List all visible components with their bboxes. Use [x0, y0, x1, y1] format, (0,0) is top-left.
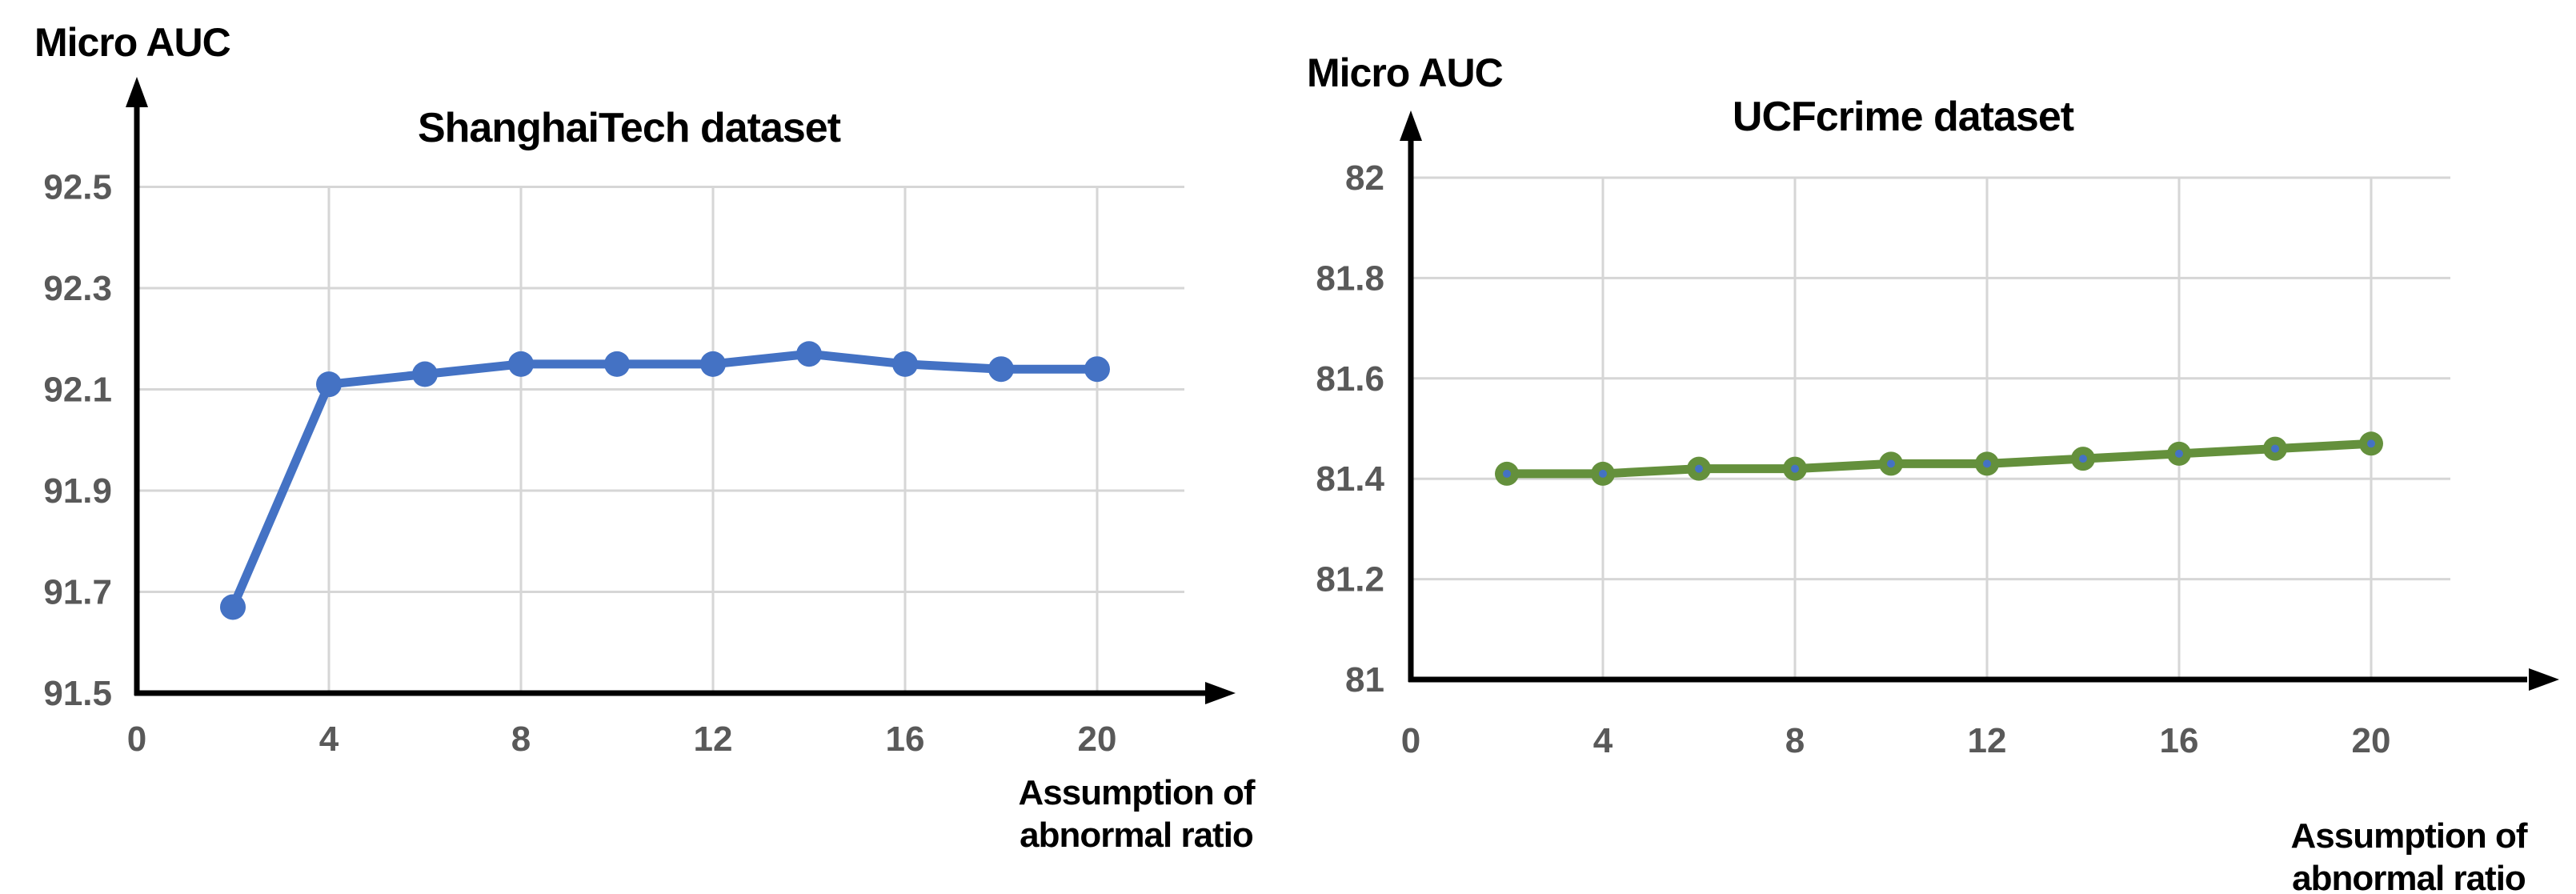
left-x-tick-label: 20 [1078, 720, 1117, 759]
left-series-line [228, 349, 1102, 611]
right-data-point-marker-center [1599, 469, 1607, 478]
right-data-point-marker-center [2271, 444, 2279, 453]
left-data-point-marker [316, 371, 342, 398]
right-x-tick-label: 4 [1593, 721, 1613, 760]
left-y-tick-label: 91.7 [43, 573, 112, 612]
right-x-axis-arrow-icon [2529, 668, 2559, 691]
left-x-axis-arrow-icon [1205, 682, 1236, 704]
left-y-axis-title: Micro AUC [34, 20, 231, 65]
right-data-point-marker-center [2175, 449, 2183, 458]
right-y-tick-label: 81.6 [1316, 359, 1384, 399]
left-data-point-marker [988, 356, 1014, 383]
right-data-point-marker-center [1695, 464, 1703, 473]
right-data-point-marker-center [1983, 459, 1991, 468]
right-y-tick-label: 81.4 [1316, 459, 1384, 499]
left-data-point-marker [1084, 356, 1110, 383]
right-x-axis-label-line2: abnormal ratio [2292, 859, 2526, 894]
right-x-axis-label-line1: Assumption of [2290, 816, 2528, 856]
right-data-point-marker-center [2079, 455, 2087, 463]
left-x-tick-label: 4 [319, 720, 339, 759]
right-x-tick-label: 0 [1401, 721, 1420, 760]
left-chart-title: ShanghaiTech dataset [417, 105, 841, 151]
left-x-tick-label: 0 [127, 720, 146, 759]
left-y-tick-label: 92.3 [43, 269, 112, 308]
right-data-point-marker-center [2367, 439, 2375, 448]
left-data-point-marker [412, 361, 438, 387]
left-x-tick-label: 12 [694, 720, 733, 759]
left-y-tick-label: 91.9 [43, 471, 112, 511]
right-x-tick-label: 16 [2160, 721, 2199, 760]
left-x-tick-label: 16 [886, 720, 925, 759]
right-y-axis-arrow-icon [1400, 110, 1422, 141]
left-data-point-marker [508, 351, 534, 377]
left-x-tick-label: 8 [511, 720, 531, 759]
right-y-tick-label: 81.8 [1316, 259, 1384, 298]
left-x-axis-label-line2: abnormal ratio [1020, 816, 1254, 855]
left-data-point-marker [220, 594, 246, 620]
right-chart-title: UCFcrime dataset [1732, 94, 2074, 140]
right-y-tick-label: 82 [1345, 158, 1384, 198]
right-x-axis-label: Assumption of abnormal ratio [2290, 815, 2528, 894]
right-x-tick-label: 8 [1785, 721, 1805, 760]
right-x-tick-label: 12 [1968, 721, 2007, 760]
left-data-point-marker [604, 351, 630, 377]
left-data-point-marker [796, 341, 822, 367]
right-y-tick-label: 81.2 [1316, 560, 1384, 599]
right-data-point-marker-center [1887, 459, 1895, 468]
left-y-axis-arrow-icon [126, 77, 148, 107]
right-data-point-marker-center [1503, 469, 1511, 478]
left-y-tick-label: 92.1 [43, 371, 112, 410]
right-y-axis-title: Micro AUC [1307, 50, 1504, 95]
right-x-tick-label: 20 [2352, 721, 2391, 760]
left-y-tick-label: 92.5 [43, 168, 112, 207]
left-data-point-marker [892, 351, 918, 377]
left-data-point-marker [700, 351, 726, 377]
left-x-axis-label: Assumption of abnormal ratio [1018, 772, 1256, 856]
right-data-point-marker-center [1791, 464, 1799, 473]
left-y-tick-label: 91.5 [43, 674, 112, 713]
right-series-line [1502, 439, 2376, 479]
right-y-tick-label: 81 [1345, 660, 1384, 700]
left-x-axis-label-line1: Assumption of [1018, 773, 1256, 812]
